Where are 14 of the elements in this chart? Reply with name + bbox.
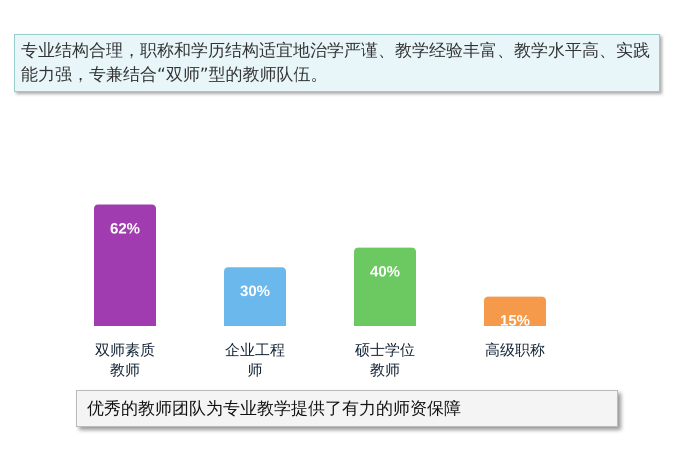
x-tick-label: 企业工程师 (225, 341, 285, 379)
x-tick-label: 硕士学位教师 (354, 341, 415, 379)
bar (224, 267, 286, 326)
data-label: 30% (240, 283, 270, 300)
data-label: 15% (500, 312, 530, 330)
text: 优秀的教师团队为专业教学提供了有力的师资保障 (76, 390, 618, 427)
bar (484, 296, 546, 326)
data-label: 40% (370, 264, 400, 281)
x-tick-label: 双师素质教师 (95, 341, 155, 379)
x-tick-label: 高级职称 (485, 341, 545, 359)
bar (354, 248, 416, 326)
chart-title: 专业结构合理，职称和学历结构适宜地治学严谨、教学经验丰富、教学水平高、实践能力强，专兼结合“双师”型的教师队伍。 (14, 34, 660, 92)
bar (94, 204, 156, 326)
data-label: 62% (110, 220, 140, 238)
